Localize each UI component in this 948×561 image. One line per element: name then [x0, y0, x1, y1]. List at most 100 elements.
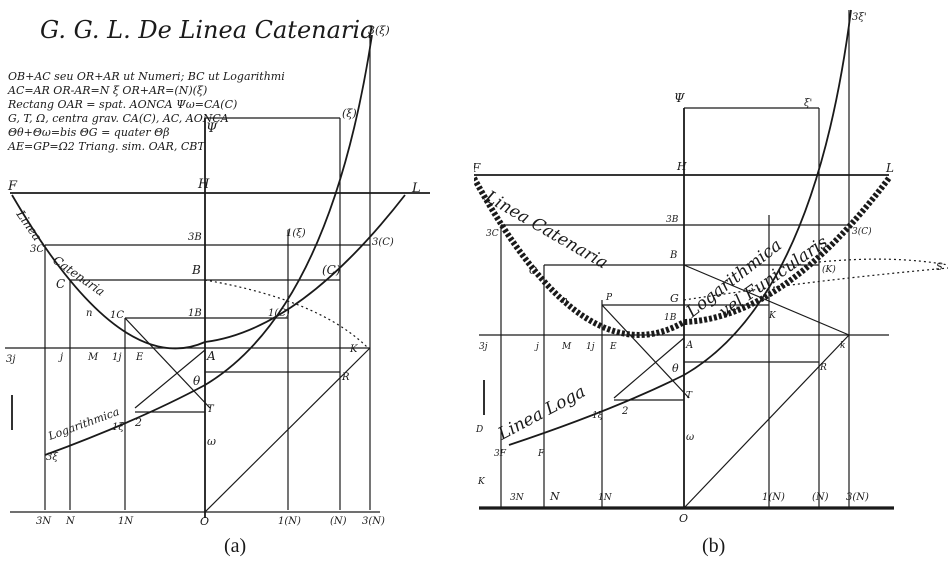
label-psi: Ψ [674, 91, 685, 105]
label-1xi: 1(ξ) [286, 228, 306, 239]
label-3C: 3C [486, 229, 499, 239]
label-M: M [561, 342, 572, 352]
label-1xi-left: 1ξ [112, 422, 124, 433]
label-n: n [562, 296, 568, 306]
label-2: 2 [621, 406, 628, 417]
label-M: M [87, 352, 99, 363]
label-paren-C: (C) [322, 263, 341, 277]
label-3paren-C: 3(C) [852, 226, 872, 237]
label-K: K [768, 311, 777, 321]
caption-a: (a) [224, 535, 246, 557]
label-N: N [549, 490, 560, 503]
label-H: H [676, 160, 687, 173]
label-G: G [670, 292, 679, 305]
label-linea: Linea [13, 207, 44, 244]
label-3xi: 3(ξ) [368, 24, 390, 37]
label-1j: 1j [586, 342, 595, 352]
header-line-6: AE=GP=Ω2 Triang. sim. OAR, CBT [7, 140, 206, 153]
label-N: N [65, 516, 76, 527]
diagonal-C [124, 317, 211, 409]
header-line-3: Rectang OAR = spat. AONCA Ψω=CA(C) [7, 98, 237, 111]
label-3xi-left: 3ξ [46, 452, 58, 463]
diagonal-O [204, 347, 371, 513]
label-T: T [207, 404, 215, 415]
diagonal-B [683, 264, 850, 336]
label-3j: 3j [479, 342, 488, 352]
label-paren-N: (N) [330, 516, 347, 527]
label-3paren-N: 3(N) [362, 516, 385, 527]
label-paren-N: (N) [812, 492, 829, 503]
header-line-4: G, T, Ω, centra grav. CA(C), AC, AONCA [8, 112, 229, 125]
label-E: E [135, 352, 144, 363]
label-xi-prime: ξ' [804, 98, 812, 109]
label-logarithmica: Logarithmica [46, 405, 121, 443]
label-B: B [669, 250, 677, 261]
label-K: K [349, 344, 358, 355]
catenary-curve [11, 194, 406, 350]
label-R: R [819, 363, 827, 373]
label-2: 2 [134, 416, 142, 429]
label-F: F [7, 179, 18, 194]
label-F-low: F [537, 449, 545, 459]
dotted-arc [204, 279, 369, 349]
diagonal-E [134, 349, 206, 409]
label-3B: 3B [188, 232, 202, 243]
logarithmic-curve [508, 9, 852, 446]
label-3N: 3N [36, 516, 52, 527]
title: G. G. L. De Linea Catenaria [40, 16, 374, 44]
label-xi: (ξ) [342, 107, 357, 120]
diagonal-O [683, 334, 850, 509]
label-linea-loga: Linea Loga [494, 382, 589, 445]
dotted-K [818, 258, 948, 266]
diagram-b: F H L Ψ 3ξ' ξ' 3B 3C 3(C) B C (K) S n P … [474, 9, 948, 557]
label-O: O [200, 515, 209, 528]
label-E: E [609, 342, 617, 352]
panel-b-annotated: F H L Ψ 3ξ' ξ' 3B 3C 3(C) B C (K) S n P … [474, 0, 948, 561]
label-3xi: 3ξ' [852, 12, 867, 23]
label-K-left: K [477, 477, 486, 487]
label-3paren-N: 3(N) [846, 492, 869, 503]
label-psi: Ψ [206, 121, 218, 136]
label-j: j [534, 342, 539, 352]
label-A: A [685, 340, 693, 351]
header-line-5: Θθ+Θω=bis ΘG = quater Θβ [8, 126, 170, 139]
chain-catenary [474, 176, 892, 338]
label-3B: 3B [666, 215, 679, 225]
panel-a-leibniz-original: G. G. L. De Linea Catenaria OB+AC seu OR… [5, 16, 430, 557]
label-3C: 3C [30, 244, 44, 255]
label-1B: 1B [188, 308, 202, 319]
label-H: H [197, 177, 210, 192]
header-line-2: AC=AR OR-AR=N ξ OR+AR=(N)(ξ) [7, 84, 207, 97]
label-omega: ω [686, 432, 694, 443]
diagram-a: G. G. L. De Linea Catenaria OB+AC seu OR… [5, 16, 430, 557]
label-A: A [206, 349, 216, 363]
label-D: D [475, 425, 483, 435]
label-linea-catenaria: Linea Catenaria [481, 187, 611, 274]
logarithmic-curve [44, 34, 373, 456]
diagonal-E [613, 337, 685, 399]
label-1paren-C: 1(C) [268, 308, 290, 319]
label-T: T [686, 391, 693, 401]
label-R: R [341, 372, 350, 383]
label-B: B [191, 263, 201, 277]
label-theta: θ [672, 362, 679, 375]
label-P: P [605, 293, 613, 303]
label-omega: ω [207, 435, 216, 448]
label-C: C [56, 277, 65, 291]
label-1xi: 1ξ [592, 411, 604, 421]
label-1j: 1j [112, 352, 121, 363]
label-1N: 1N [598, 493, 613, 503]
header-line-1: OB+AC seu OR+AR ut Numeri; BC ut Logarit… [8, 70, 285, 83]
label-1B: 1B [664, 313, 677, 323]
label-3N: 3N [510, 493, 525, 503]
diagonal-C [601, 304, 690, 399]
label-3F: 3F [494, 449, 507, 459]
label-3j: 3j [6, 354, 15, 365]
label-n: n [86, 308, 92, 319]
label-L: L [885, 161, 894, 175]
label-theta: θ [193, 374, 201, 388]
label-C: C [529, 266, 537, 277]
label-O: O [679, 512, 688, 525]
caption-b: (b) [702, 535, 725, 557]
label-1C: 1C [110, 310, 124, 321]
